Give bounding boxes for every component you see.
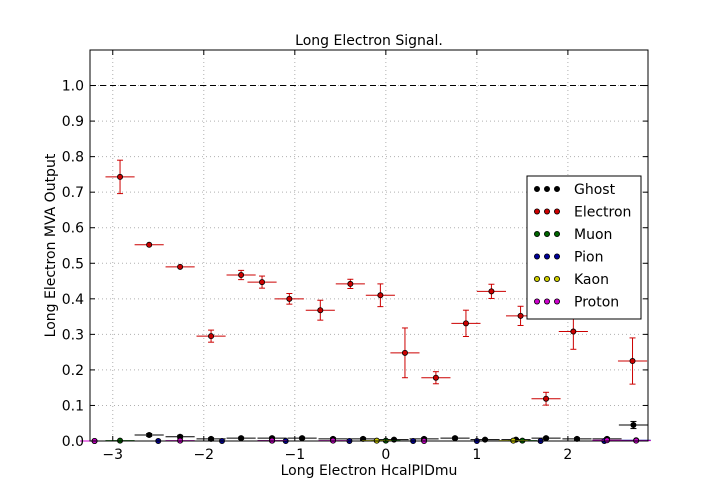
legend-marker xyxy=(554,253,561,260)
legend-marker xyxy=(544,230,551,237)
x-axis-label: Long Electron HcalPIDmu xyxy=(281,463,458,479)
y-tick-label: 0.6 xyxy=(62,221,84,237)
legend-marker xyxy=(554,208,561,215)
x-tick-label: −2 xyxy=(193,447,214,463)
y-tick-label: 0.5 xyxy=(62,256,84,272)
chart-title: Long Electron Signal. xyxy=(295,33,443,49)
data-point xyxy=(238,272,245,279)
x-tick-label: 2 xyxy=(563,447,572,463)
legend-marker xyxy=(534,275,541,282)
series-electron xyxy=(105,159,648,406)
legend-marker xyxy=(544,185,551,192)
data-point xyxy=(259,279,266,286)
legend-marker xyxy=(544,208,551,215)
y-tick-label: 0.1 xyxy=(62,398,84,414)
data-point xyxy=(347,280,354,287)
data-point xyxy=(570,328,577,335)
y-tick-label: 0.3 xyxy=(62,327,84,343)
x-tick-label: 0 xyxy=(381,447,390,463)
data-point xyxy=(286,295,293,302)
tick-layer: −3 −2 −1 0 1 2 0.0 0.1 0.2 0.3 0.4 0.5 0.6 0.7 0.8 0.9 1… xyxy=(62,50,648,463)
data-point xyxy=(299,435,306,442)
legend-marker xyxy=(554,185,561,192)
y-axis-label: Long Electron MVA Output xyxy=(43,153,59,337)
plot-frame xyxy=(89,49,649,442)
legend-marker xyxy=(534,298,541,305)
y-tick-label: 0.9 xyxy=(62,114,84,130)
legend-label: Electron xyxy=(574,205,631,221)
legend: Ghost Electron Muon Pion Kaon Proton xyxy=(526,175,642,320)
legend-marker xyxy=(534,230,541,237)
data-point xyxy=(630,422,637,429)
x-tick-label: −3 xyxy=(102,447,123,463)
data-point xyxy=(452,435,459,442)
data-point xyxy=(517,312,524,319)
y-tick-label: 0.4 xyxy=(62,292,84,308)
legend-label: Proton xyxy=(574,295,619,311)
data-point xyxy=(146,431,153,438)
data-point xyxy=(177,263,184,270)
data-point xyxy=(462,320,469,327)
legend-marker xyxy=(554,298,561,305)
legend-marker xyxy=(534,185,541,192)
x-tick-label: −1 xyxy=(284,447,305,463)
data-point xyxy=(377,292,384,299)
legend-marker xyxy=(544,275,551,282)
legend-label: Pion xyxy=(574,250,603,266)
data-point xyxy=(604,437,611,444)
legend-marker xyxy=(554,275,561,282)
y-tick-label: 1.0 xyxy=(62,79,84,95)
data-point xyxy=(317,307,324,314)
data-point xyxy=(543,435,550,442)
y-tick-label: 0.2 xyxy=(62,363,84,379)
data-point xyxy=(146,241,153,248)
legend-marker xyxy=(544,298,551,305)
y-tick-label: 0.0 xyxy=(62,434,84,450)
legend-marker xyxy=(534,208,541,215)
legend-marker xyxy=(544,253,551,260)
y-tick-label: 0.7 xyxy=(62,185,84,201)
legend-marker xyxy=(554,230,561,237)
legend-label: Kaon xyxy=(574,272,609,288)
data-point xyxy=(401,349,408,356)
data-point xyxy=(117,173,124,180)
data-point xyxy=(208,333,215,340)
data-point xyxy=(238,435,245,442)
legend-label: Ghost xyxy=(574,182,616,198)
y-tick-label: 0.8 xyxy=(62,150,84,166)
legend-box xyxy=(526,175,642,320)
legend-label: Muon xyxy=(574,227,612,243)
x-tick-label: 1 xyxy=(472,447,481,463)
data-point xyxy=(543,395,550,402)
legend-marker xyxy=(534,253,541,260)
data-point xyxy=(629,358,636,365)
data-point xyxy=(488,288,495,295)
data-point xyxy=(432,374,439,381)
